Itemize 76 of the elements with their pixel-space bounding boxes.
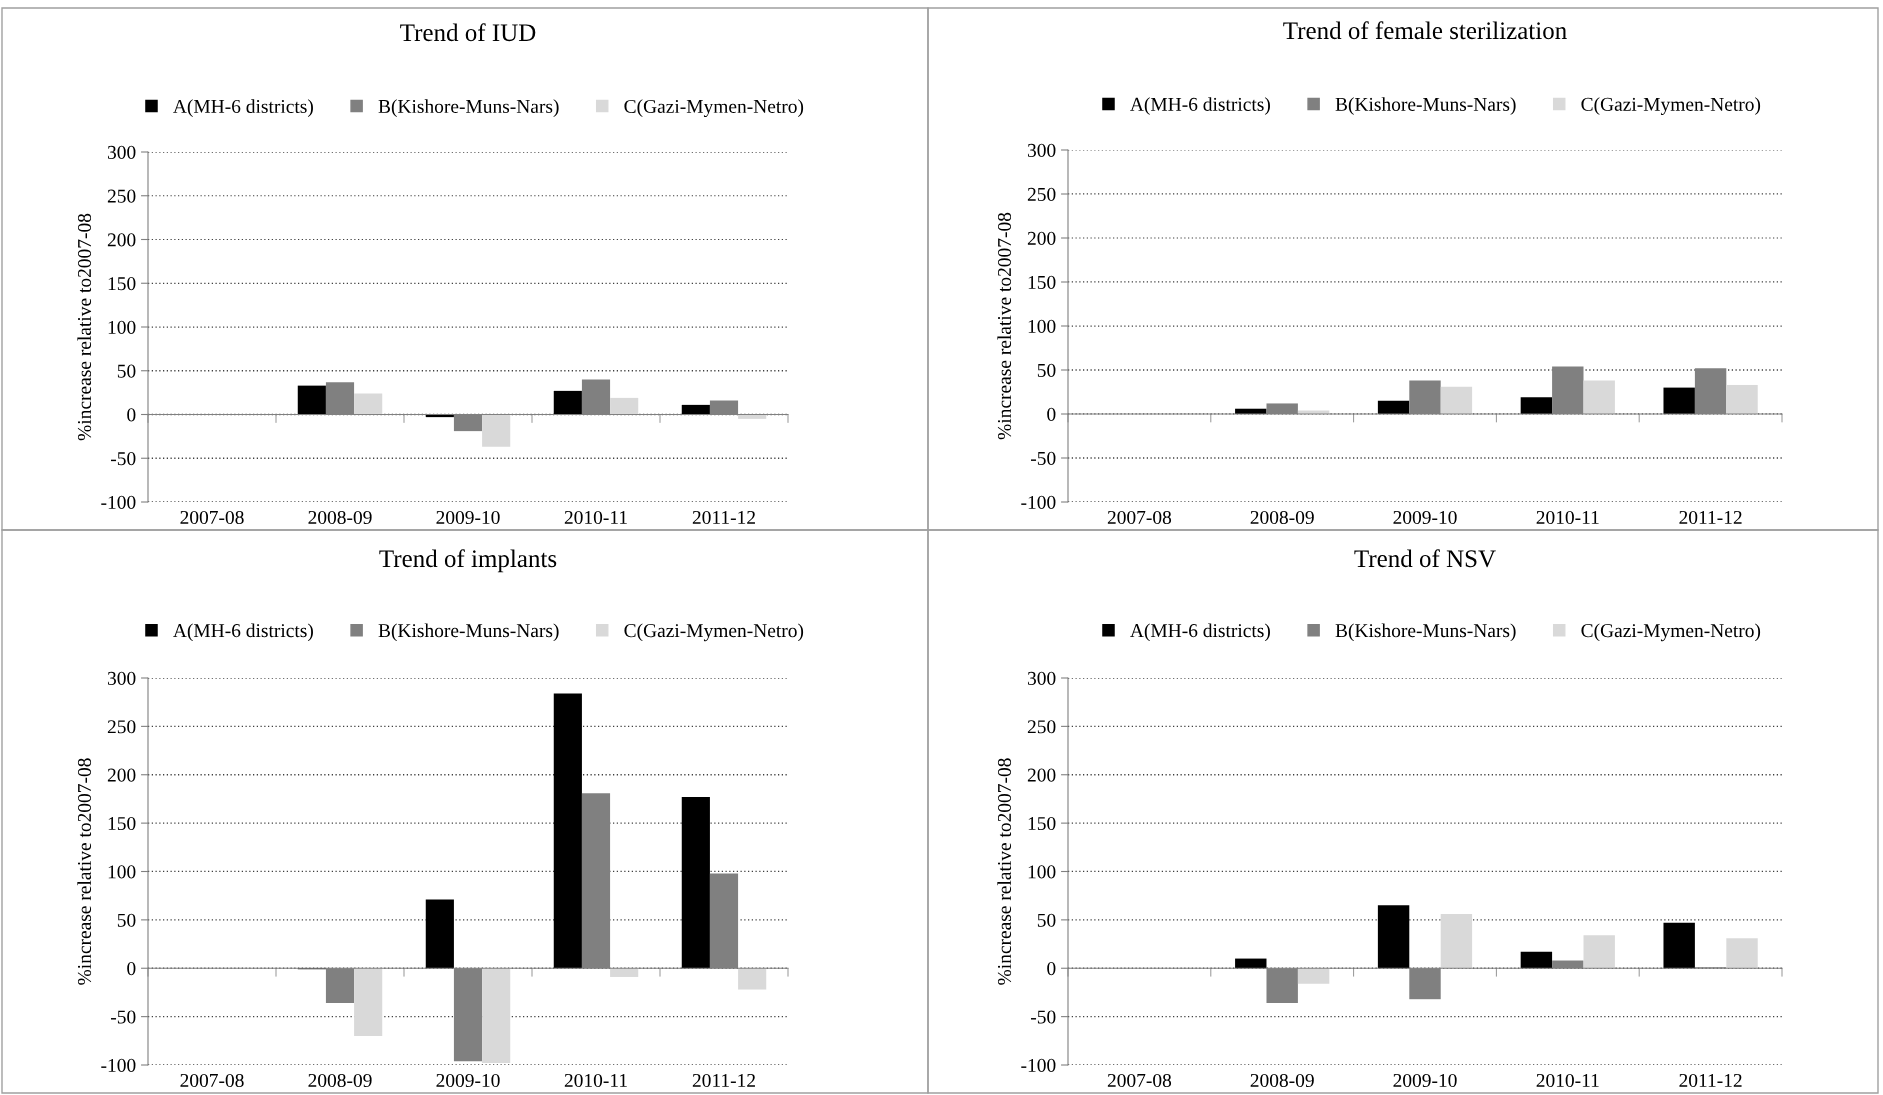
y-tick-label: 50 — [117, 913, 136, 927]
y-tick-label: 200 — [107, 233, 136, 247]
legend-label: B(Kishore-Muns-Nars) — [378, 623, 559, 642]
x-tick-label: 2009-10 — [436, 1073, 500, 1088]
y-tick-label: 100 — [108, 865, 136, 879]
legend-label: C(Gazi-Mymen-Netro) — [624, 623, 804, 642]
x-tick-label: 2011-12 — [1679, 510, 1742, 525]
y-tick-label: -50 — [111, 1010, 136, 1024]
legend-label: A(MH-6 districts) — [173, 99, 313, 117]
x-tick-label: 2011-12 — [692, 510, 755, 525]
y-tick-label: 250 — [1027, 720, 1056, 734]
x-tick-label: 2009-10 — [1393, 510, 1457, 525]
y-tick-label: -50 — [1031, 1010, 1056, 1024]
chart-title: Trend of implants — [379, 549, 557, 573]
y-tick-label: 250 — [107, 189, 136, 203]
y-tick-label: 50 — [1037, 363, 1056, 377]
legend-label: A(MH-6 districts) — [1130, 623, 1270, 642]
x-tick-label: 2009-10 — [1393, 1073, 1457, 1088]
x-tick-label: 2010-11 — [1536, 510, 1599, 525]
y-tick-label: -50 — [111, 452, 136, 466]
x-tick-label: 2011-12 — [1679, 1073, 1742, 1088]
x-tick-label: 2008-09 — [308, 1073, 372, 1088]
x-tick-label: 2007-08 — [1107, 1073, 1172, 1088]
y-tick-label: 150 — [1028, 816, 1056, 831]
y-tick-label: 200 — [1027, 768, 1056, 782]
x-tick-label: 2010-11 — [564, 510, 627, 525]
legend-label: C(Gazi-Mymen-Netro) — [1581, 623, 1761, 642]
x-tick-label: 2008-09 — [1250, 510, 1314, 525]
y-tick-label: -100 — [1021, 495, 1056, 509]
y-axis-title: %increase relative to2007-08 — [997, 758, 1012, 985]
y-tick-label: 250 — [107, 720, 136, 734]
y-tick-label: -100 — [101, 495, 136, 509]
y-tick-label: -50 — [1031, 451, 1056, 465]
y-tick-label: 100 — [108, 320, 136, 334]
x-tick-label: 2011-12 — [692, 1073, 755, 1088]
y-axis-title: %increase relative to2007-08 — [997, 212, 1012, 440]
y-tick-label: 200 — [107, 768, 136, 782]
legend-label: C(Gazi-Mymen-Netro) — [624, 99, 804, 117]
y-tick-label: 0 — [1047, 962, 1056, 976]
y-tick-label: 0 — [127, 408, 136, 422]
y-tick-label: 200 — [1027, 231, 1056, 245]
y-tick-label: 300 — [107, 145, 136, 159]
y-tick-label: 150 — [108, 816, 136, 831]
y-tick-label: 0 — [127, 962, 136, 976]
y-tick-label: 250 — [1027, 187, 1056, 201]
x-tick-label: 2008-09 — [1250, 1073, 1314, 1088]
legend-label: B(Kishore-Muns-Nars) — [1335, 97, 1516, 115]
y-axis-title: %increase relative to2007-08 — [77, 758, 92, 985]
chart-title: Trend of female sterilization — [1283, 21, 1567, 40]
y-tick-label: 50 — [117, 364, 136, 378]
y-tick-label: 0 — [1047, 407, 1056, 421]
y-tick-label: 300 — [1027, 671, 1056, 685]
legend-label: A(MH-6 districts) — [1130, 97, 1270, 115]
x-tick-label: 2007-08 — [180, 1073, 244, 1088]
x-tick-label: 2010-11 — [1536, 1073, 1599, 1088]
legend-label: B(Kishore-Muns-Nars) — [378, 99, 559, 117]
y-tick-label: 300 — [1027, 143, 1056, 157]
y-tick-label: 50 — [1037, 913, 1056, 927]
chart-title: Trend of IUD — [400, 23, 536, 42]
x-tick-label: 2009-10 — [436, 510, 500, 525]
y-tick-label: 150 — [108, 277, 136, 291]
legend-label: C(Gazi-Mymen-Netro) — [1581, 97, 1761, 115]
x-tick-label: 2010-11 — [564, 1073, 627, 1088]
x-tick-label: 2007-08 — [1107, 510, 1172, 525]
legend-label: B(Kishore-Muns-Nars) — [1335, 623, 1516, 642]
y-tick-label: 300 — [107, 671, 136, 685]
y-axis-title: %increase relative to2007-08 — [77, 213, 92, 441]
y-tick-label: 100 — [1028, 865, 1056, 879]
chart-title: Trend of NSV — [1354, 549, 1496, 568]
legend-label: A(MH-6 districts) — [173, 623, 313, 642]
y-tick-label: 150 — [1028, 275, 1056, 289]
y-tick-label: 100 — [1028, 319, 1056, 333]
y-tick-label: -100 — [101, 1058, 136, 1072]
y-tick-label: -100 — [1021, 1058, 1056, 1072]
x-tick-label: 2007-08 — [180, 510, 244, 525]
x-tick-label: 2008-09 — [308, 510, 372, 525]
